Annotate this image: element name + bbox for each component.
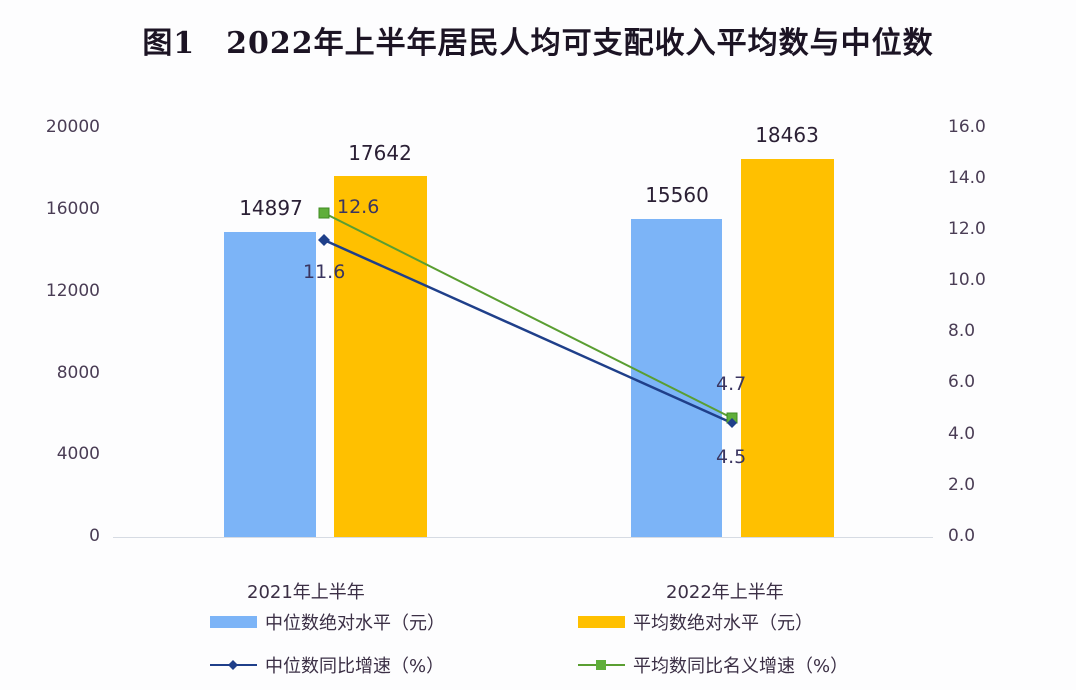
legend-item-mean-abs: 平均数绝对水平（元） [578, 609, 813, 635]
bar-median-2022 [631, 219, 722, 537]
point-label: 11.6 [303, 261, 346, 283]
point-label: 4.5 [716, 446, 747, 468]
point-label: 12.6 [337, 196, 380, 218]
category-label: 2022年上半年 [666, 582, 784, 603]
right-tick: 14.0 [948, 168, 986, 188]
left-tick: 12000 [45, 281, 100, 301]
bar-label: 15560 [645, 183, 709, 207]
category-label: 2021年上半年 [247, 582, 365, 603]
right-tick: 12.0 [948, 219, 986, 239]
right-tick: 10.0 [948, 270, 986, 290]
diamond-line-icon [210, 660, 257, 670]
square-line-icon [578, 660, 625, 670]
bar-median-2021 [224, 232, 316, 537]
bar-mean-2022 [741, 159, 834, 537]
left-tick: 8000 [56, 363, 100, 383]
right-tick: 0.0 [948, 526, 976, 546]
right-tick: 4.0 [948, 424, 976, 444]
legend-item-mean-growth: 平均数同比名义增速（%） [578, 652, 848, 678]
square-marker-icon [318, 207, 330, 219]
legend-label: 中位数绝对水平（元） [265, 613, 445, 634]
right-tick: 16.0 [948, 117, 986, 137]
left-tick: 20000 [45, 117, 100, 137]
bar-label: 18463 [755, 123, 819, 147]
blue-swatch-icon [210, 616, 257, 628]
legend-item-median-abs: 中位数绝对水平（元） [210, 609, 445, 635]
point-label: 4.7 [716, 373, 747, 395]
legend-item-median-growth: 中位数同比增速（%） [210, 652, 444, 678]
chart-title: 图1 2022年上半年居民人均可支配收入平均数与中位数 [142, 26, 934, 61]
diamond-marker-icon [727, 418, 737, 428]
mean-growth-line [323, 212, 733, 419]
legend-label: 平均数绝对水平（元） [633, 613, 813, 634]
left-tick: 4000 [56, 444, 100, 464]
bar-label: 17642 [348, 141, 412, 165]
legend-label: 中位数同比增速（%） [265, 656, 445, 677]
legend-label: 平均数同比名义增速（%） [633, 656, 849, 677]
x-axis-line [113, 537, 933, 538]
right-tick: 2.0 [948, 475, 976, 495]
bar-label: 14897 [239, 196, 303, 220]
bar-mean-2021 [334, 176, 427, 537]
orange-swatch-icon [578, 616, 625, 628]
right-tick: 6.0 [948, 372, 976, 392]
left-tick: 0 [89, 526, 100, 546]
median-growth-line [323, 238, 733, 425]
right-tick: 8.0 [948, 321, 976, 341]
left-tick: 16000 [45, 199, 100, 219]
diamond-marker-icon [318, 234, 330, 246]
